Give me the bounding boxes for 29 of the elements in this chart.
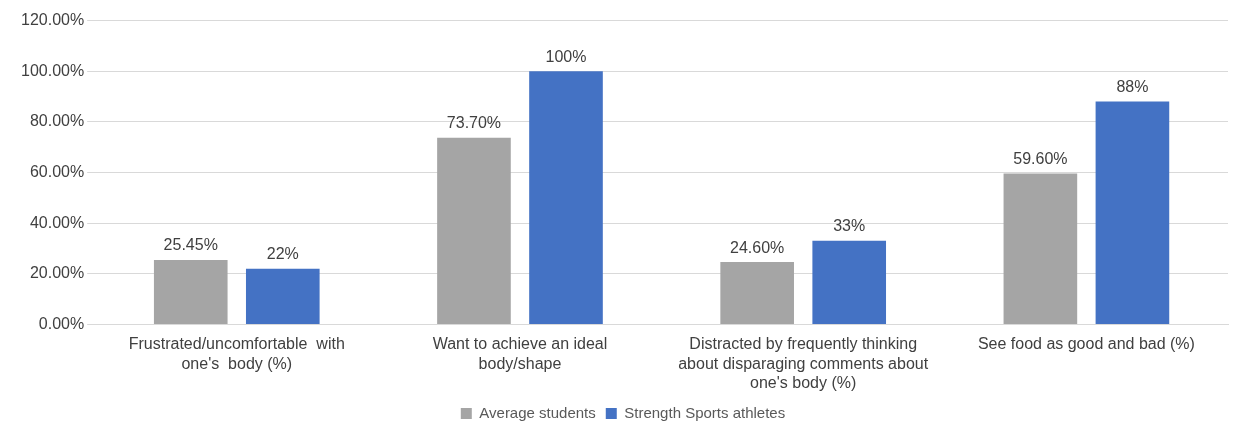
bar xyxy=(1095,101,1170,324)
data-label: 22% xyxy=(266,245,299,263)
y-tick-label: 60.00% xyxy=(29,162,85,180)
bar xyxy=(437,137,511,324)
y-tick-label: 120.00% xyxy=(20,11,85,29)
data-label: 73.70% xyxy=(446,114,502,132)
legend-label: Average students xyxy=(479,403,596,421)
y-tick-label: 40.00% xyxy=(29,213,85,231)
bar xyxy=(720,262,794,324)
data-label: 25.45% xyxy=(163,236,218,254)
x-tick-label: See food as good and bad (%) xyxy=(977,335,1195,353)
x-tick-label: Frustrated/uncomfortable with one's body (%) xyxy=(128,335,345,372)
data-label: 59.60% xyxy=(1013,149,1068,167)
x-tick-label: Want to achieve an ideal body/shape xyxy=(432,335,608,372)
bar xyxy=(812,240,887,324)
bar xyxy=(529,71,603,324)
data-label: 100% xyxy=(545,47,587,65)
y-tick-label: 80.00% xyxy=(29,112,85,130)
data-label: 33% xyxy=(833,217,866,235)
data-label: 24.60% xyxy=(730,238,785,256)
y-tick-label: 100.00% xyxy=(20,61,85,79)
data-label: 88% xyxy=(1116,78,1149,96)
y-tick-label: 0.00% xyxy=(38,314,85,332)
bar xyxy=(1003,173,1078,324)
y-tick-label: 20.00% xyxy=(29,264,85,282)
x-tick-label: Distracted by frequently thinking about disparaging comments about one's body (%) xyxy=(678,335,929,391)
bar xyxy=(153,259,228,324)
bar xyxy=(245,268,320,324)
legend-label: Strength Sports athletes xyxy=(624,403,786,421)
